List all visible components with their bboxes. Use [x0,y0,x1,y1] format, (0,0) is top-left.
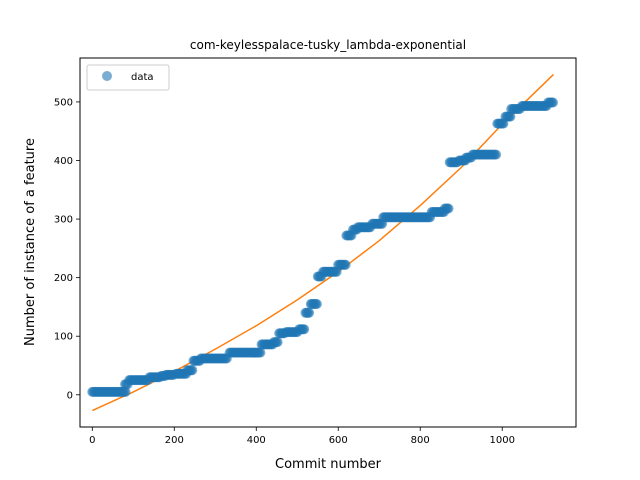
legend-label-data: data [131,72,154,83]
data-points-layer [87,97,558,397]
x-axis-label: Commit number [275,457,382,472]
x-tick-label: 0 [89,435,95,446]
y-axis-label: Number of instance of a feature [23,138,38,346]
data-point [548,97,558,108]
data-point [491,149,502,160]
x-tick-label: 400 [247,435,266,446]
data-point [120,386,131,397]
data-point [505,111,516,122]
y-tick-label: 100 [54,332,73,343]
data-point [304,307,315,318]
x-tick-label: 200 [165,435,184,446]
data-point [272,337,283,348]
data-point [311,299,322,309]
y-tick-label: 300 [54,215,73,226]
x-axis: 0 200 400 600 800 1000 [89,427,515,446]
data-point [187,365,198,376]
legend-box [86,64,170,91]
y-tick-label: 0 [67,390,73,401]
x-tick-label: 800 [411,435,430,446]
x-tick-label: 1000 [489,435,514,446]
plot-frame [79,57,577,428]
legend: data [86,64,170,91]
y-tick-label: 400 [54,156,73,167]
data-point [255,347,266,358]
y-axis: 0 100 200 300 400 500 [54,97,80,401]
data-point [340,259,351,270]
y-tick-label: 500 [54,97,73,108]
data-point [443,203,454,214]
chart-title: com-keylesspalace-tusky_lambda-exponenti… [190,38,466,52]
data-point [299,324,310,335]
legend-marker-data [102,71,112,81]
y-tick-label: 200 [54,273,73,284]
x-tick-label: 600 [329,435,348,446]
